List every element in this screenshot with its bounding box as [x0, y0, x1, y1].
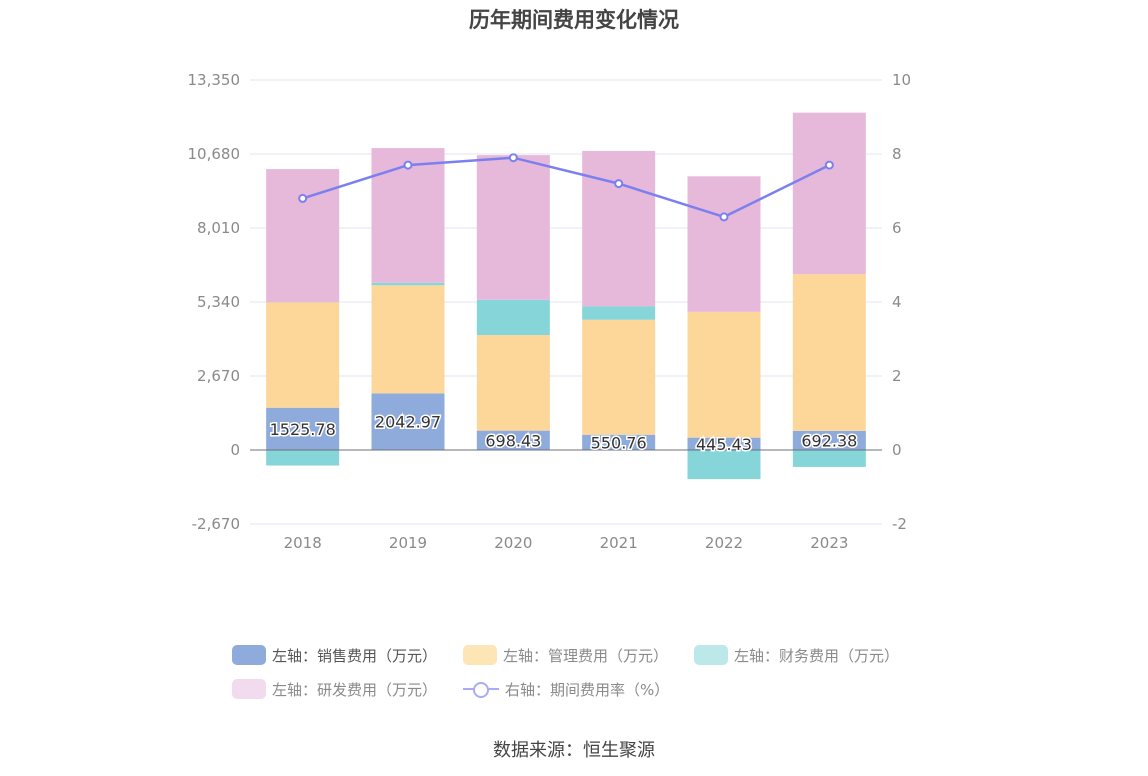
legend-swatch-admin: [463, 645, 498, 665]
legend-item-rnd[interactable]: 左轴：研发费用（万元）: [232, 679, 437, 700]
data-source: 数据来源：恒生聚源: [493, 740, 655, 761]
legend-item-finance[interactable]: 左轴：财务费用（万元）: [694, 645, 899, 666]
x-tick-label: 2019: [389, 534, 427, 552]
y-left-tick-label: 13,350: [188, 71, 241, 89]
legend: 左轴：销售费用（万元） 左轴：管理费用（万元） 左轴：财务费用（万元） 左轴：研…: [232, 638, 932, 706]
bar-series2-2023: [792, 450, 866, 467]
sales-data-label: 445.43: [696, 435, 752, 454]
legend-item-admin[interactable]: 左轴：管理费用（万元）: [463, 645, 668, 666]
y-left-tick-label: -2,670: [192, 515, 240, 533]
expense-ratio-point: [403, 160, 413, 170]
legend-swatch-sales: [232, 645, 266, 665]
legend-label-rnd: 左轴：研发费用（万元）: [272, 680, 438, 699]
expense-ratio-point: [298, 193, 308, 203]
x-tick-label: 2023: [810, 534, 848, 552]
chart-title: 历年期间费用变化情况: [469, 8, 679, 32]
expense-ratio-point: [824, 160, 834, 170]
bar-series1-2021: [582, 319, 656, 435]
bar-series0-2020: [476, 430, 550, 450]
sales-data-label: 550.76: [591, 433, 647, 452]
bar-series2-2020: [476, 299, 550, 336]
bar-series0-2021: [582, 434, 656, 450]
legend-line-icon: [463, 679, 500, 699]
y-right-tick-label: 2: [892, 367, 902, 385]
legend-swatch-finance: [694, 645, 729, 665]
bar-series2-2022: [687, 450, 761, 480]
bar-series2-2018: [266, 450, 340, 466]
y-right-tick-label: 4: [892, 293, 902, 311]
y-left-tick-label: 8,010: [197, 219, 240, 237]
bar-series3-2021: [582, 150, 656, 307]
sales-data-label: 698.43: [485, 431, 541, 450]
bar-series0-2023: [792, 430, 866, 450]
bar-series2-2019: [371, 282, 445, 286]
bar-series1-2019: [371, 285, 445, 394]
bar-series3-2023: [792, 112, 866, 275]
y-right-tick-label: 8: [892, 145, 902, 163]
expense-ratio-point: [614, 179, 624, 189]
y-right-tick-label: 10: [892, 71, 911, 89]
expense-ratio-point: [508, 153, 518, 163]
legend-item-expense-ratio[interactable]: 右轴：期间费用率（%）: [463, 679, 669, 700]
bar-series0-2019: [371, 393, 445, 450]
x-tick-label: 2021: [600, 534, 638, 552]
y-right-tick-label: 6: [892, 219, 902, 237]
legend-label-admin: 左轴：管理费用（万元）: [503, 646, 669, 665]
legend-label-finance: 左轴：财务费用（万元）: [734, 646, 900, 665]
legend-item-sales[interactable]: 左轴：销售费用（万元）: [232, 645, 437, 666]
y-left-tick-label: 0: [230, 441, 240, 459]
y-left-tick-label: 2,670: [197, 367, 240, 385]
y-left-tick-label: 10,680: [188, 145, 241, 163]
legend-label-expense-ratio: 右轴：期间费用率（%）: [505, 680, 670, 699]
expense-ratio-line: [302, 156, 830, 219]
bar-series1-2018: [266, 302, 340, 408]
bar-series1-2020: [476, 335, 550, 431]
legend-swatch-rnd: [232, 679, 266, 699]
bar-series3-2020: [476, 155, 550, 300]
y-left-tick-label: 5,340: [197, 293, 240, 311]
bar-series3-2019: [371, 148, 445, 283]
bar-series0-2022: [687, 437, 761, 450]
x-tick-label: 2020: [494, 534, 532, 552]
sales-data-label: 1525.78: [270, 420, 336, 439]
expense-ratio-point: [719, 212, 729, 222]
x-tick-label: 2022: [705, 534, 743, 552]
legend-label-sales: 左轴：销售费用（万元）: [272, 646, 438, 665]
sales-data-label: 692.38: [801, 431, 857, 450]
y-right-tick-label: -2: [892, 515, 907, 533]
bar-series1-2023: [792, 274, 866, 431]
bar-series3-2022: [687, 176, 761, 312]
bar-series2-2021: [582, 306, 656, 320]
sales-data-label: 2042.97: [375, 413, 441, 432]
x-tick-label: 2018: [284, 534, 322, 552]
y-right-tick-label: 0: [892, 441, 902, 459]
bar-series0-2018: [266, 407, 340, 450]
bar-series1-2022: [687, 311, 761, 438]
